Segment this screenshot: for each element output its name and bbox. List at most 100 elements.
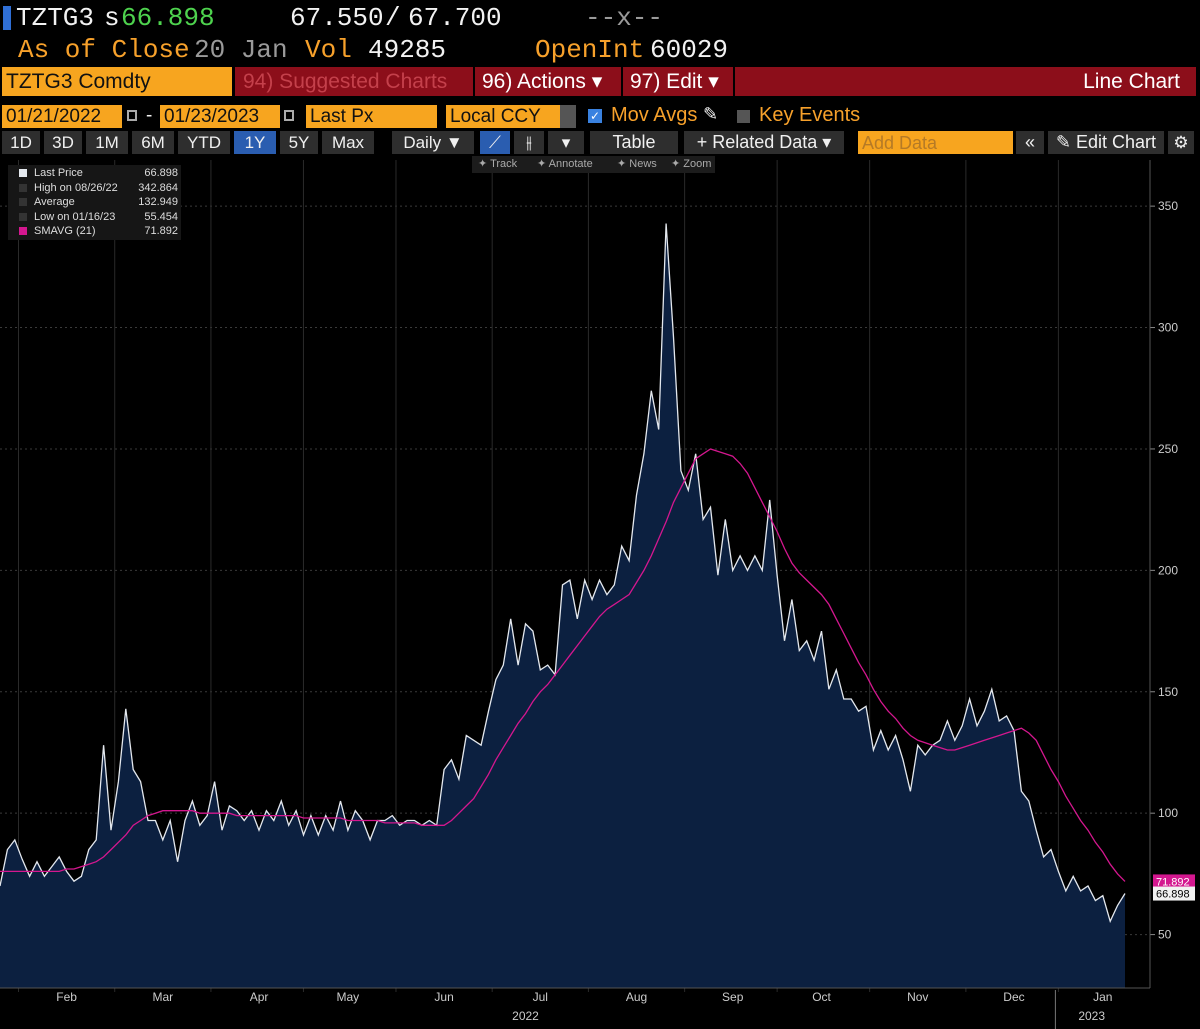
suggested-charts[interactable]: 94) Suggested Charts xyxy=(243,70,448,93)
oi: 60029 xyxy=(650,35,729,65)
currency[interactable]: Local CCY xyxy=(446,105,560,128)
end-date[interactable]: 01/23/2023 xyxy=(160,105,280,128)
legend-swatch xyxy=(19,227,27,235)
tool[interactable]: ✦ News xyxy=(617,158,657,170)
price-prefix: s xyxy=(104,3,120,33)
period-button[interactable]: 1Y xyxy=(234,131,276,154)
price-tag-label: 71.892 xyxy=(1156,876,1190,888)
separator: / xyxy=(385,3,401,33)
checkbox[interactable] xyxy=(737,110,750,123)
x-tick-label: Mar xyxy=(152,990,173,1004)
y-tick-label: 150 xyxy=(1158,685,1178,699)
vol-label: Vol xyxy=(305,35,352,65)
date-dash: - xyxy=(146,105,153,126)
actions-menu[interactable]: 96) Actions ▾ xyxy=(482,70,603,93)
field[interactable]: Last Px xyxy=(306,105,437,128)
pencil-icon[interactable]: ✎ xyxy=(703,104,719,124)
period-button[interactable]: Max xyxy=(322,131,374,154)
divider xyxy=(473,67,475,96)
legend-label: Low on 01/16/23 xyxy=(34,210,116,223)
price-tag-label: 66.898 xyxy=(1156,889,1190,901)
oi-label: OpenInt xyxy=(535,35,645,65)
price-line xyxy=(0,223,1126,924)
price-area xyxy=(0,223,1125,988)
x-tick-label: Jan xyxy=(1093,990,1112,1004)
dropdown[interactable]: ▾ xyxy=(548,131,584,154)
period-button[interactable]: YTD xyxy=(178,131,230,154)
tool-bar xyxy=(472,156,715,173)
x-tick-label: Feb xyxy=(56,990,77,1004)
edit-chart-label: Edit Chart xyxy=(1076,132,1157,152)
period-button[interactable]: 6M xyxy=(132,131,174,154)
x-tick-label: Apr xyxy=(250,990,269,1004)
y-tick-label: 350 xyxy=(1158,199,1178,213)
legend-label: Average xyxy=(34,196,75,208)
security-marker xyxy=(3,6,11,30)
calendar-icon[interactable] xyxy=(284,110,294,121)
bar-icon[interactable]: ⫲ xyxy=(514,131,544,154)
add-data[interactable]: Add Data xyxy=(858,131,1013,154)
y-tick-label: 250 xyxy=(1158,442,1178,456)
legend-value: 66.898 xyxy=(144,167,178,179)
legend-swatch xyxy=(19,198,27,206)
period-button[interactable]: 5Y xyxy=(280,131,318,154)
legend-value: 55.454 xyxy=(144,210,178,223)
legend-label: High on 08/26/22 xyxy=(34,181,118,194)
collapse[interactable]: « xyxy=(1016,131,1044,154)
related-data[interactable]: + Related Data ▾ xyxy=(684,131,844,154)
dropdown[interactable] xyxy=(560,105,576,128)
x-tick-label: Sep xyxy=(722,990,744,1004)
table-button[interactable]: Table xyxy=(590,131,678,154)
period-button[interactable]: 1M xyxy=(86,131,128,154)
chart: 50 100 150 200 250 300 350 Feb Mar Apr May Jun Jul Au… xyxy=(0,160,1195,1029)
checkbox[interactable]: ✓ xyxy=(588,109,602,123)
y-tick-label: 100 xyxy=(1158,806,1178,820)
tool-label: Zoom xyxy=(683,158,712,170)
x-tick-label: May xyxy=(337,990,360,1004)
x-tick-label: Nov xyxy=(907,990,928,1004)
last-price: 66.898 xyxy=(121,3,215,33)
divider xyxy=(733,67,735,96)
year-label: 2023 xyxy=(1078,1009,1105,1023)
period-button[interactable]: 3D xyxy=(44,131,82,154)
y-tick-label: 50 xyxy=(1158,928,1172,942)
price-tag xyxy=(1153,874,1195,889)
date: 20 Jan xyxy=(194,35,288,65)
period-button[interactable]: 1D xyxy=(2,131,40,154)
mov-avgs[interactable]: Mov Avgs xyxy=(611,104,698,126)
price-tag xyxy=(1153,886,1195,901)
tool-label: Annotate xyxy=(548,158,593,170)
calendar-icon[interactable] xyxy=(127,110,137,121)
key-events[interactable]: Key Events xyxy=(759,104,861,126)
tool[interactable]: ✦ Zoom xyxy=(671,158,712,170)
ticker: TZTG3 xyxy=(16,3,95,33)
legend-value: 71.892 xyxy=(144,225,178,237)
frequency[interactable]: Daily ▼ xyxy=(392,131,474,154)
y-tick-label: 200 xyxy=(1158,563,1178,577)
settings[interactable]: ⚙ xyxy=(1168,131,1194,154)
divider xyxy=(621,67,623,96)
legend-swatch xyxy=(19,169,27,177)
chart-type: Line Chart xyxy=(1083,70,1180,93)
change: --x-- xyxy=(585,3,664,33)
y-tick-label: 300 xyxy=(1158,321,1178,335)
x-tick-label: Oct xyxy=(812,990,831,1004)
edit-menu[interactable]: 97) Edit ▾ xyxy=(630,70,719,93)
year-label: 2022 xyxy=(512,1009,539,1023)
bid: 67.550 xyxy=(290,3,384,33)
legend-value: 132.949 xyxy=(138,196,178,208)
tool-label: News xyxy=(629,158,657,170)
legend-label: SMAVG (21) xyxy=(34,225,96,237)
tool[interactable]: ✦ Annotate xyxy=(537,158,593,170)
pencil-icon: ✎ xyxy=(1055,132,1077,152)
line-icon[interactable]: ⟋ xyxy=(480,131,510,154)
x-tick-label: Dec xyxy=(1003,990,1024,1004)
tool[interactable]: ✦ Track xyxy=(478,158,518,170)
x-tick-label: Aug xyxy=(626,990,647,1004)
as-of: As of Close xyxy=(18,35,190,65)
start-date[interactable]: 01/21/2022 xyxy=(2,105,122,128)
legend-swatch xyxy=(19,212,27,221)
edit-chart[interactable]: ✎ Edit Chart xyxy=(1048,131,1164,154)
security-field[interactable]: TZTG3 Comdty xyxy=(2,67,232,96)
